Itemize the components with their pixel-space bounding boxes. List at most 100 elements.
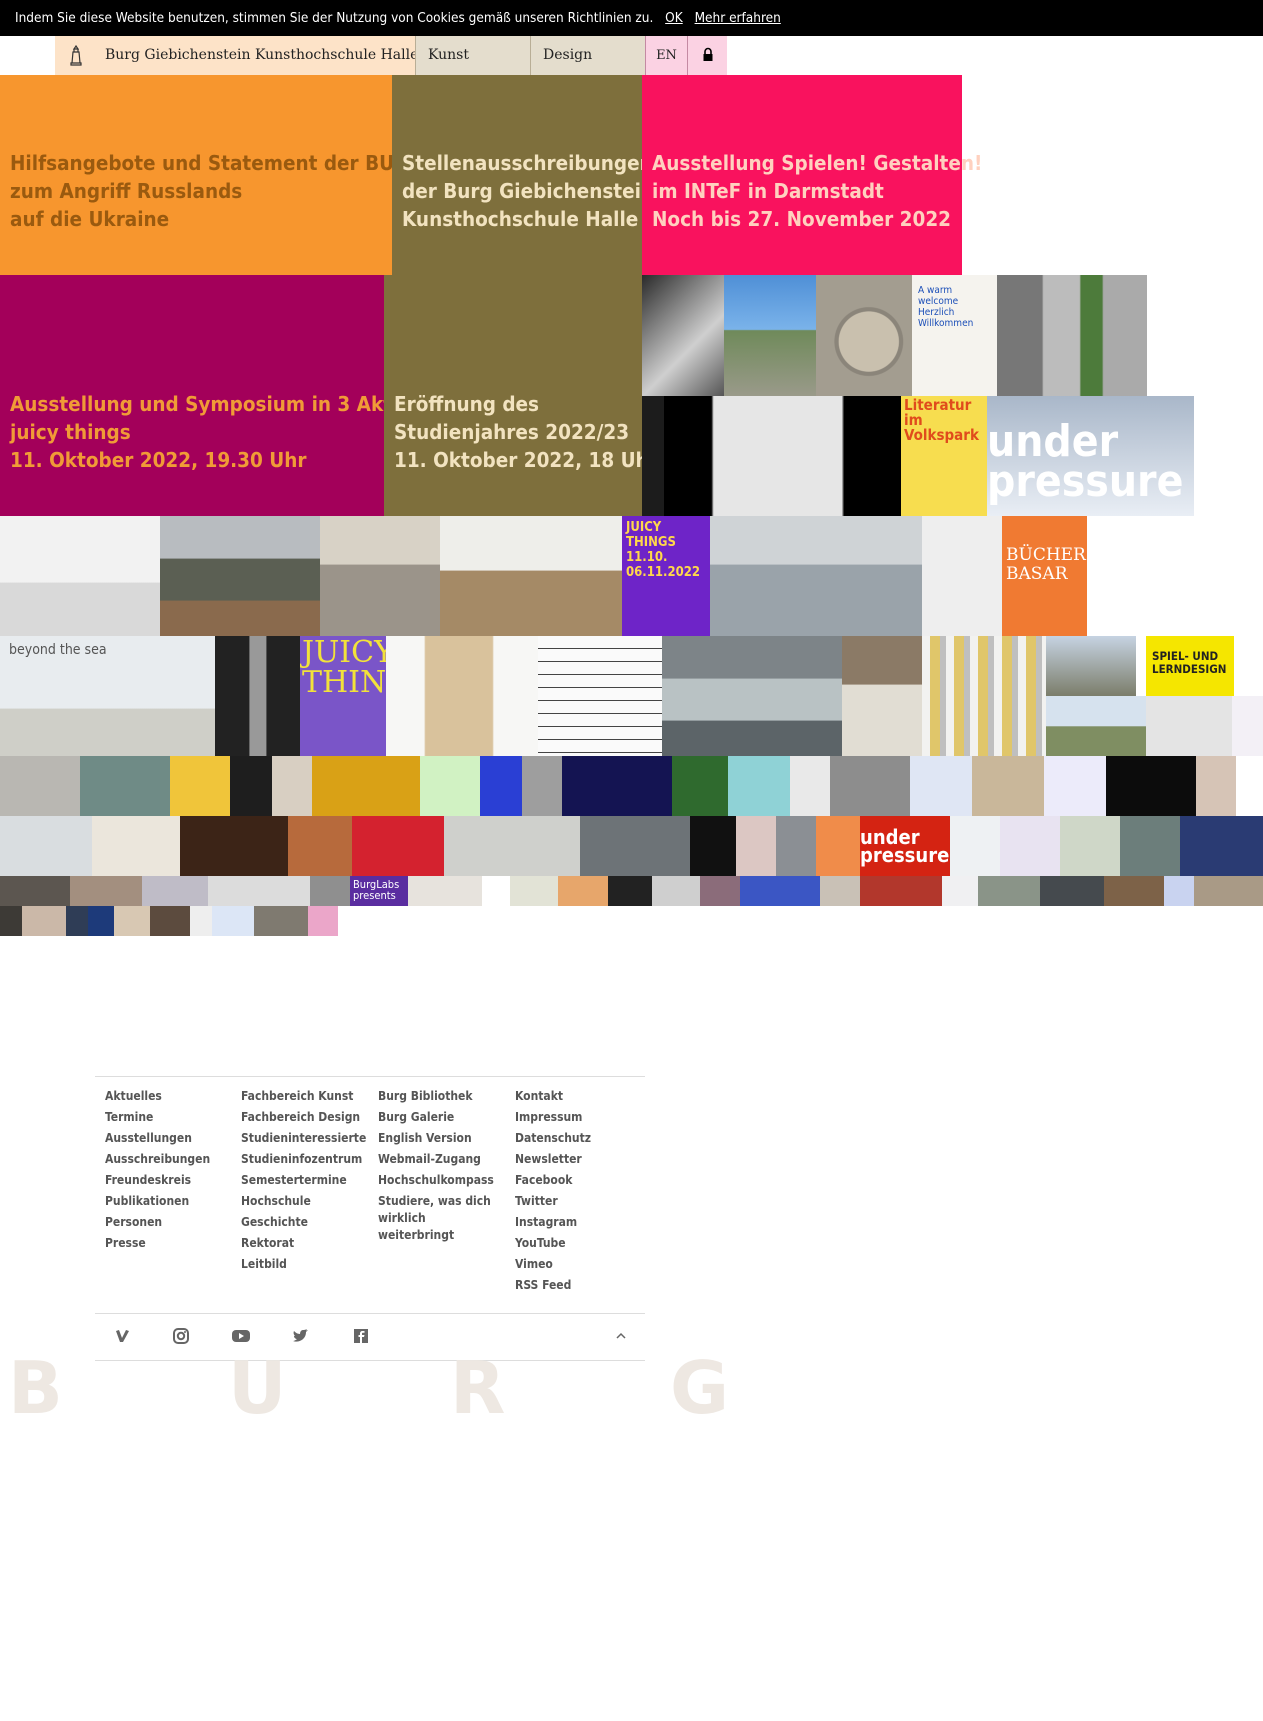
thumb-row4-14[interactable] — [830, 756, 910, 816]
footer-link-semestertermine[interactable]: Semestertermine — [241, 1173, 347, 1187]
thumb-gallery-room[interactable] — [440, 516, 622, 636]
thumb-row4-18[interactable] — [1106, 756, 1196, 816]
chevron-up-icon[interactable] — [610, 1325, 632, 1347]
thumb-row5-7[interactable] — [580, 816, 690, 876]
thumb-juicy-poster[interactable]: JUICY THINGS 11.10. 06.11.2022 — [622, 516, 710, 636]
thumb-row4-2[interactable] — [80, 756, 170, 816]
thumb-pavement[interactable] — [816, 275, 912, 396]
thumb-crowd[interactable] — [1046, 636, 1136, 696]
footer-link-datenschutz[interactable]: Datenschutz — [515, 1131, 592, 1145]
footer-link-presse[interactable]: Presse — [105, 1236, 146, 1250]
thumb-row5-17[interactable] — [1180, 816, 1263, 876]
thumb-row6-18[interactable] — [978, 876, 1040, 906]
thumb-row4-3[interactable] — [170, 756, 230, 816]
thumb-row6-20[interactable] — [1104, 876, 1164, 906]
thumb-row4-1[interactable] — [0, 756, 80, 816]
thumb-textiles[interactable] — [922, 636, 1046, 756]
footer-link-studiere[interactable]: Studiere, was dich wirklich weiterbringt — [378, 1194, 491, 1242]
footer-link-rss[interactable]: RSS Feed — [515, 1278, 572, 1292]
footer-link-instagram[interactable]: Instagram — [515, 1215, 578, 1229]
thumb-exhibition-table[interactable] — [710, 516, 922, 636]
thumb-row7-8[interactable] — [212, 906, 254, 936]
footer-link-twitter[interactable]: Twitter — [515, 1194, 558, 1208]
nav-home-link[interactable]: Burg Giebichenstein Kunsthochschule Hall… — [55, 36, 418, 75]
thumb-dark-edge[interactable] — [642, 396, 664, 516]
thumb-window-text[interactable] — [662, 636, 842, 756]
thumb-row5-1[interactable] — [0, 816, 92, 876]
thumb-row6-17[interactable] — [942, 876, 978, 906]
thumb-row5-9[interactable] — [736, 816, 776, 876]
thumb-row6-10[interactable] — [558, 876, 608, 906]
thumb-buecherbasar[interactable]: BÜCHER BASAR — [1002, 516, 1087, 636]
footer-link-studieninfozentrum[interactable]: Studieninfozentrum — [241, 1152, 363, 1166]
thumb-row5-4[interactable] — [288, 816, 352, 876]
thumb-row6-16[interactable] — [860, 876, 942, 906]
footer-link-freundeskreis[interactable]: Freundeskreis — [105, 1173, 192, 1187]
thumb-jumping[interactable] — [320, 516, 440, 636]
thumb-row5-10[interactable] — [776, 816, 816, 876]
thumb-row7-1[interactable] — [0, 906, 22, 936]
footer-link-personen[interactable]: Personen — [105, 1215, 163, 1229]
thumb-under-pressure[interactable]: under pressure — [987, 396, 1194, 516]
thumb-row4-19[interactable] — [1196, 756, 1236, 816]
thumb-row5-13[interactable] — [950, 816, 1000, 876]
thumb-row6-11[interactable] — [608, 876, 652, 906]
instagram-icon[interactable] — [170, 1325, 192, 1347]
nav-design[interactable]: Design — [530, 36, 645, 75]
thumb-row6-3[interactable] — [142, 876, 208, 906]
footer-link-fachbereich-kunst[interactable]: Fachbereich Kunst — [241, 1089, 354, 1103]
thumb-vases[interactable] — [0, 516, 160, 636]
thumb-row6-21[interactable] — [1164, 876, 1194, 906]
footer-link-hochschule[interactable]: Hochschule — [241, 1194, 311, 1208]
nav-kunst[interactable]: Kunst — [415, 36, 530, 75]
footer-link-geschichte[interactable]: Geschichte — [241, 1215, 308, 1229]
thumb-row7-5[interactable] — [114, 906, 150, 936]
thumb-row4-15[interactable] — [910, 756, 972, 816]
thumb-row6-7[interactable] — [408, 876, 482, 906]
footer-link-facebook[interactable]: Facebook — [515, 1173, 573, 1187]
thumb-row4-6[interactable] — [312, 756, 420, 816]
vimeo-icon[interactable] — [110, 1325, 132, 1347]
youtube-icon[interactable] — [230, 1325, 252, 1347]
thumb-poster-edge[interactable] — [1232, 696, 1263, 756]
thumb-row7-4[interactable] — [88, 906, 114, 936]
feature-tile-juicy-things[interactable]: Ausstellung und Symposium in 3 Akten jui… — [0, 275, 418, 516]
footer-link-ausschreibungen[interactable]: Ausschreibungen — [105, 1152, 211, 1166]
thumb-paint-hands[interactable] — [664, 396, 901, 516]
thumb-row6-15[interactable] — [820, 876, 860, 906]
footer-link-newsletter[interactable]: Newsletter — [515, 1152, 582, 1166]
thumb-villa[interactable] — [1046, 696, 1146, 756]
thumb-row6-13[interactable] — [700, 876, 740, 906]
thumb-row6-14[interactable] — [740, 876, 820, 906]
thumb-row4-17[interactable] — [1044, 756, 1106, 816]
feature-tile-jobs[interactable]: Stellenausschreibungen der Burg Giebiche… — [392, 75, 654, 275]
thumb-spiel-lerndesign[interactable]: SPIEL- UND LERNDESIGN — [1146, 636, 1234, 696]
thumb-sculpture[interactable] — [922, 516, 1002, 636]
footer-link-impressum[interactable]: Impressum — [515, 1110, 583, 1124]
thumb-alley[interactable] — [997, 275, 1147, 396]
thumb-burglabs[interactable]: BurgLabs presents — [350, 876, 408, 906]
cookie-more-link[interactable]: Mehr erfahren — [694, 10, 781, 26]
thumb-row6-1[interactable] — [0, 876, 70, 906]
footer-link-termine[interactable]: Termine — [105, 1110, 154, 1124]
footer-link-youtube[interactable]: YouTube — [515, 1236, 566, 1250]
thumb-row4-7[interactable] — [420, 756, 480, 816]
thumb-row5-2[interactable] — [92, 816, 180, 876]
thumb-row6-5[interactable] — [310, 876, 350, 906]
feature-tile-ukraine[interactable]: Hilfsangebote und Statement der BURG zum… — [0, 75, 423, 275]
thumb-dark-lines[interactable] — [215, 636, 300, 756]
footer-link-studieninteressierte[interactable]: Studieninteressierte — [241, 1131, 367, 1145]
thumb-score[interactable] — [538, 636, 662, 756]
thumb-row5-15[interactable] — [1060, 816, 1120, 876]
thumb-row7-9[interactable] — [254, 906, 308, 936]
twitter-icon[interactable] — [290, 1325, 312, 1347]
thumb-row5-3[interactable] — [180, 816, 288, 876]
footer-link-hochschulkompass[interactable]: Hochschulkompass — [378, 1173, 494, 1187]
thumb-row6-9[interactable] — [510, 876, 558, 906]
thumb-row7-10[interactable] — [308, 906, 338, 936]
footer-link-rektorat[interactable]: Rektorat — [241, 1236, 295, 1250]
thumb-row6-2[interactable] — [70, 876, 142, 906]
thumb-row4-12[interactable] — [728, 756, 790, 816]
thumb-welcome[interactable]: A warm welcome Herzlich Willkommen — [912, 275, 997, 396]
nav-login-button[interactable] — [687, 36, 727, 75]
